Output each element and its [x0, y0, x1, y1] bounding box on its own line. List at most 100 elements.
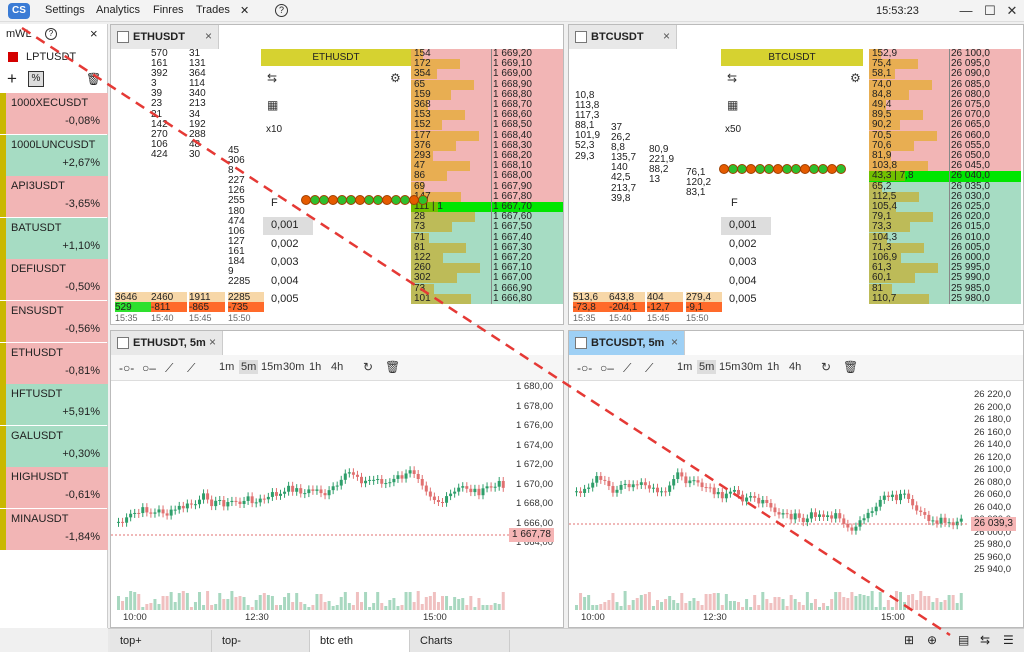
- timeframe-1m[interactable]: 1m: [219, 361, 235, 373]
- step-option[interactable]: 0,001: [721, 217, 771, 235]
- menu-trades[interactable]: Trades: [196, 4, 230, 16]
- ob-row[interactable]: [411, 49, 563, 60]
- close-window-icon[interactable]: ✕: [1006, 3, 1018, 18]
- trash-icon[interactable]: 🗑: [86, 72, 102, 86]
- list-icon[interactable]: ☰: [1003, 633, 1014, 647]
- segment-tool-icon[interactable]: ⟋: [645, 361, 654, 375]
- eth-candles[interactable]: [111, 382, 511, 612]
- ob-row[interactable]: [411, 151, 563, 162]
- ray-tool-icon[interactable]: ○–: [142, 361, 156, 375]
- footer-total: 3646: [115, 292, 151, 303]
- timeframe-4h[interactable]: 4h: [789, 361, 802, 373]
- watchlist-item[interactable]: HIGHUSDT -0,61%: [0, 467, 108, 509]
- watchlist-item[interactable]: ETHUSDT -0,81%: [0, 342, 108, 384]
- timeframe-1h[interactable]: 1h: [309, 361, 322, 373]
- close-icon[interactable]: ×: [208, 335, 216, 349]
- watchlist-item[interactable]: DEFIUSDT -0,50%: [0, 259, 108, 301]
- close-icon[interactable]: ×: [204, 29, 212, 43]
- trash-icon[interactable]: 🗑: [385, 360, 401, 374]
- reset-icon[interactable]: ↻: [363, 360, 374, 374]
- close-icon[interactable]: ×: [90, 26, 98, 41]
- tab-eth-orderbook[interactable]: ETHUSDT ×: [111, 25, 219, 49]
- pin-icon[interactable]: ✕: [240, 5, 250, 17]
- filter-label[interactable]: F: [271, 197, 278, 209]
- watchlist-item[interactable]: ENSUSDT -0,56%: [0, 301, 108, 342]
- bottom-tab-top-plus[interactable]: top+: [110, 630, 212, 652]
- segment-tool-icon[interactable]: ⟋: [187, 361, 196, 375]
- chart-settings-icon[interactable]: ⇆: [727, 71, 738, 85]
- add-chart-icon[interactable]: ⊕: [927, 633, 938, 647]
- chart-icon[interactable]: ⇆: [980, 633, 991, 647]
- step-option[interactable]: 0,002: [729, 237, 757, 250]
- candle-body: [295, 488, 299, 492]
- timeframe-5m[interactable]: 5m: [697, 360, 717, 374]
- footer-total: 643,8: [609, 292, 645, 303]
- bottom-tab-charts[interactable]: Charts: [410, 630, 510, 652]
- ob-row[interactable]: [411, 181, 563, 192]
- orderbook-icon[interactable]: ▤: [958, 633, 970, 647]
- candle-body: [424, 485, 428, 492]
- timeframe-1h[interactable]: 1h: [767, 361, 780, 373]
- ray-tool-icon[interactable]: ○–: [600, 361, 614, 375]
- hline-tool-icon[interactable]: -○-: [577, 361, 593, 375]
- watchlist-item[interactable]: MINAUSDT -1,84%: [0, 509, 108, 550]
- tab-eth-chart[interactable]: ETHUSDT, 5m ×: [111, 331, 223, 355]
- watchlist-item[interactable]: 1000LUNCUSDT +2,67%: [0, 134, 108, 176]
- minimize-icon[interactable]: —: [959, 3, 973, 18]
- trash-icon[interactable]: 🗑: [843, 360, 859, 374]
- percent-icon[interactable]: %: [28, 71, 44, 87]
- menu-analytics[interactable]: Analytics: [96, 4, 141, 16]
- volume-bar: [311, 605, 315, 610]
- tab-btc-chart[interactable]: BTCUSDT, 5m ×: [569, 331, 685, 355]
- ob-row[interactable]: [411, 100, 563, 111]
- btc-candles[interactable]: [569, 382, 969, 612]
- watchlist-item[interactable]: BATUSDT +1,10%: [0, 217, 108, 259]
- gear-icon[interactable]: ⚙: [390, 71, 401, 85]
- bottom-tab-top-minus[interactable]: top-: [212, 630, 310, 652]
- chart-settings-icon[interactable]: ⇆: [267, 71, 278, 85]
- step-option[interactable]: 0,004: [271, 274, 299, 287]
- step-option[interactable]: 0,002: [271, 237, 299, 250]
- maximize-icon[interactable]: ☐: [984, 3, 996, 18]
- menu-finres[interactable]: Finres: [153, 4, 184, 16]
- timeframe-30m[interactable]: 30m: [741, 361, 763, 373]
- step-option[interactable]: 0,001: [263, 217, 313, 235]
- ob-row[interactable]: [411, 232, 563, 243]
- grid-icon[interactable]: ▦: [267, 98, 279, 112]
- volume-bar: [959, 593, 963, 610]
- watchlist-item[interactable]: API3USDT -3,65%: [0, 176, 108, 218]
- tab-btc-orderbook[interactable]: BTCUSDT ×: [569, 25, 677, 49]
- trendline-tool-icon[interactable]: ⟋: [623, 361, 632, 375]
- timeframe-30m[interactable]: 30m: [283, 361, 305, 373]
- grid-icon[interactable]: ▦: [727, 98, 739, 112]
- step-option[interactable]: 0,003: [271, 256, 299, 268]
- close-icon[interactable]: ×: [670, 335, 678, 349]
- timeframe-4h[interactable]: 4h: [331, 361, 344, 373]
- ob-row[interactable]: [869, 100, 1021, 111]
- timeframe-1m[interactable]: 1m: [677, 361, 693, 373]
- volume-bar: [222, 599, 226, 610]
- close-icon[interactable]: ×: [662, 29, 670, 43]
- bottom-tab-btc-eth[interactable]: btc eth: [310, 630, 410, 652]
- help-icon[interactable]: ?: [45, 28, 57, 40]
- step-option[interactable]: 0,005: [271, 293, 299, 305]
- watchlist-item[interactable]: 1000XECUSDT -0,08%: [0, 93, 108, 134]
- symbol-name: ENSUSDT: [11, 305, 64, 317]
- reset-icon[interactable]: ↻: [821, 360, 832, 374]
- add-icon[interactable]: +: [7, 69, 17, 88]
- add-window-icon[interactable]: ⊞: [904, 633, 915, 647]
- volume-bar: [785, 606, 789, 610]
- filter-label[interactable]: F: [731, 197, 738, 209]
- gear-icon[interactable]: ⚙: [850, 71, 861, 85]
- step-option[interactable]: 0,003: [729, 256, 757, 268]
- step-option[interactable]: 0,005: [729, 293, 757, 305]
- watchlist-item[interactable]: GALUSDT +0,30%: [0, 425, 108, 467]
- step-option[interactable]: 0,004: [729, 274, 757, 287]
- footer-delta: -865: [189, 302, 225, 313]
- watchlist-item[interactable]: HFTUSDT +5,91%: [0, 384, 108, 426]
- timeframe-5m[interactable]: 5m: [239, 360, 259, 374]
- trendline-tool-icon[interactable]: ⟋: [165, 361, 174, 375]
- hline-tool-icon[interactable]: -○-: [119, 361, 135, 375]
- menu-settings[interactable]: Settings: [45, 4, 85, 16]
- help-icon[interactable]: ?: [275, 4, 288, 17]
